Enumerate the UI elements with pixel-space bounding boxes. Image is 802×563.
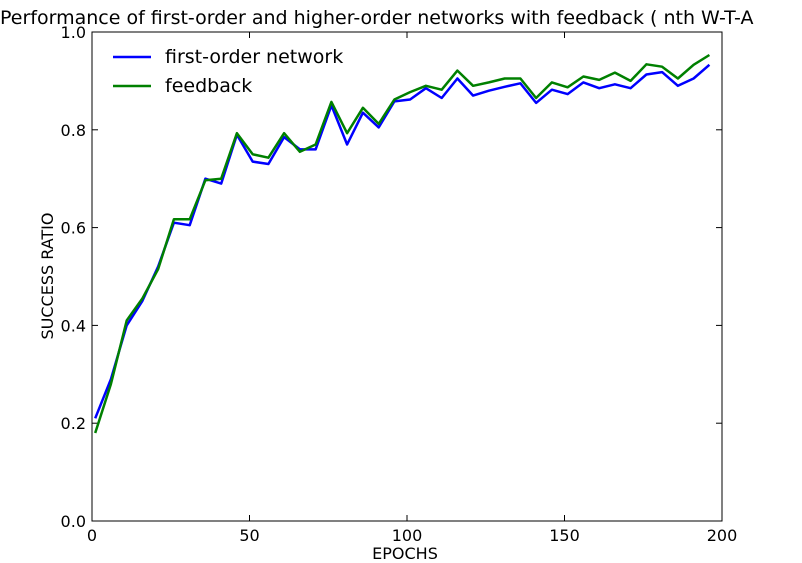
y-tick-label: 1.0 (61, 23, 86, 42)
y-tick-label: 0.2 (61, 414, 86, 433)
chart-title: Performance of first-order and higher-or… (0, 7, 753, 29)
y-tick-label: 0.6 (61, 219, 86, 238)
legend-label: first-order network (165, 46, 343, 68)
legend-label: feedback (165, 75, 252, 97)
legend: first-order network feedback (113, 46, 343, 97)
y-axis-label: SUCCESS RATIO (38, 213, 57, 340)
y-tick-label: 0.0 (61, 512, 86, 531)
x-tick-label: 0 (87, 526, 97, 545)
x-axis-label: EPOCHS (372, 544, 438, 563)
x-tick-label: 50 (239, 526, 259, 545)
y-tick-label: 0.4 (61, 316, 86, 335)
x-tick-label: 200 (707, 526, 738, 545)
y-tick-label: 0.8 (61, 121, 86, 140)
axis-ticks: 0 50 100 150 200 0.0 0.2 0.4 0.6 0.8 1.0 (61, 23, 738, 545)
x-tick-label: 150 (549, 526, 580, 545)
series-lines (94, 53, 711, 434)
series-line (94, 53, 711, 434)
x-tick-label: 100 (392, 526, 423, 545)
plot-area (91, 31, 723, 522)
